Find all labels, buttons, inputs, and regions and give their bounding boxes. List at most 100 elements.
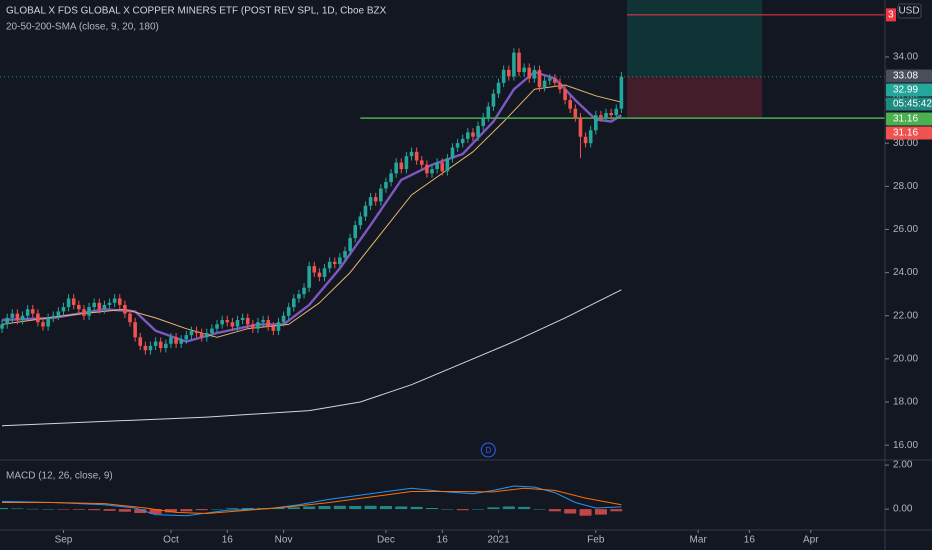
candle-body bbox=[307, 266, 311, 288]
candle-body bbox=[148, 345, 153, 351]
alert-tag bbox=[886, 8, 896, 22]
macd-hist-bar bbox=[164, 509, 177, 513]
x-tick-label: Dec bbox=[377, 535, 395, 546]
candle-body bbox=[56, 311, 61, 316]
candle-body bbox=[199, 332, 204, 338]
macd-hist-bar bbox=[564, 509, 577, 514]
currency-label[interactable]: USD bbox=[898, 6, 919, 17]
macd-hist-bar bbox=[610, 509, 623, 512]
macd-hist-bar bbox=[379, 506, 392, 510]
candle-body bbox=[158, 341, 163, 349]
macd-hist-bar bbox=[195, 509, 208, 511]
candle-body bbox=[476, 125, 480, 137]
x-tick-label: Nov bbox=[275, 535, 293, 546]
candle-body bbox=[20, 315, 25, 321]
macd-line bbox=[1, 485, 622, 517]
candle-body bbox=[240, 317, 245, 321]
candle-body bbox=[466, 132, 470, 139]
macd-hist-bar bbox=[456, 509, 469, 511]
candle-body bbox=[123, 304, 127, 314]
candle-body bbox=[51, 315, 56, 318]
candle-body bbox=[491, 93, 496, 107]
candle-body bbox=[276, 322, 281, 331]
candle-body bbox=[614, 108, 619, 116]
candle-body bbox=[404, 156, 409, 170]
candle-body bbox=[322, 268, 327, 277]
macd-hist-bar bbox=[149, 509, 162, 514]
candle-body bbox=[409, 151, 414, 157]
candle-body bbox=[368, 197, 373, 206]
macd-hist-bar bbox=[579, 509, 592, 516]
candle-body bbox=[41, 322, 45, 327]
candle-body bbox=[460, 138, 465, 144]
indicator-label: 20-50-200-SMA (close, 9, 20, 180) bbox=[6, 22, 159, 33]
price-tag bbox=[886, 97, 932, 111]
candle-body bbox=[578, 117, 583, 137]
macd-tick-label: 2.00 bbox=[893, 460, 913, 471]
candle-body bbox=[363, 205, 368, 217]
macd-hist-bar bbox=[594, 509, 607, 515]
y-tick-label: 20.00 bbox=[893, 353, 918, 364]
macd-hist-bar bbox=[72, 509, 85, 510]
candle-body bbox=[230, 322, 235, 327]
candle-body bbox=[348, 238, 352, 252]
macd-hist-bar bbox=[487, 507, 500, 510]
y-tick-label: 34.00 bbox=[893, 52, 918, 63]
macd-hist-bar bbox=[134, 509, 147, 514]
macd-pane bbox=[0, 485, 623, 517]
macd-hist-bar bbox=[272, 507, 285, 510]
candle-body bbox=[286, 307, 291, 316]
x-tick-label: 16 bbox=[437, 535, 449, 546]
macd-hist-bar bbox=[518, 506, 531, 510]
price-tag-label: 05:45:42 bbox=[893, 99, 932, 110]
candle-body bbox=[619, 76, 624, 109]
candle-body bbox=[25, 309, 30, 316]
candle-body bbox=[471, 132, 475, 137]
candle-body bbox=[194, 330, 199, 333]
candle-body bbox=[338, 257, 342, 264]
price-tag-label: 31.16 bbox=[893, 128, 918, 139]
candle-body bbox=[82, 309, 86, 316]
candle-body bbox=[15, 313, 20, 321]
candle-body bbox=[425, 164, 429, 174]
candle-body bbox=[266, 320, 271, 327]
macd-hist-bar bbox=[103, 509, 116, 511]
macd-hist-bar bbox=[0, 507, 9, 510]
alert-tag-label: 3 bbox=[888, 10, 894, 21]
macd-hist-bar bbox=[303, 506, 316, 510]
candle-body bbox=[261, 320, 265, 323]
y-tick-label: 18.00 bbox=[893, 397, 918, 408]
price-tag bbox=[886, 112, 932, 126]
candle-body bbox=[189, 330, 194, 336]
x-tick-label: Oct bbox=[163, 535, 179, 546]
candle-body bbox=[588, 130, 593, 144]
candle-body bbox=[517, 52, 521, 73]
x-tick-label: 2021 bbox=[487, 535, 510, 546]
candle-body bbox=[128, 313, 132, 323]
candle-body bbox=[117, 298, 122, 305]
macd-hist-bar bbox=[118, 509, 131, 512]
candle-body bbox=[419, 160, 424, 165]
candle-body bbox=[5, 317, 9, 325]
x-tick-label: Feb bbox=[587, 535, 605, 546]
macd-hist-bar bbox=[211, 509, 224, 510]
macd-hist-bar bbox=[241, 507, 254, 510]
candle-body bbox=[450, 147, 455, 159]
candle-body bbox=[225, 320, 230, 323]
candle-body bbox=[501, 69, 506, 83]
macd-line bbox=[2, 487, 622, 515]
candle-body bbox=[609, 113, 613, 116]
candle-body bbox=[389, 173, 393, 183]
macd-hist-bar bbox=[42, 509, 55, 510]
candle-body bbox=[133, 322, 137, 338]
macd-hist-bar bbox=[333, 505, 346, 510]
y-tick-label: 16.00 bbox=[893, 440, 918, 451]
candle-body bbox=[486, 106, 491, 118]
candle-body bbox=[97, 302, 102, 310]
candle-body bbox=[332, 261, 337, 264]
candle-body bbox=[174, 337, 178, 344]
price-tag bbox=[886, 126, 932, 140]
